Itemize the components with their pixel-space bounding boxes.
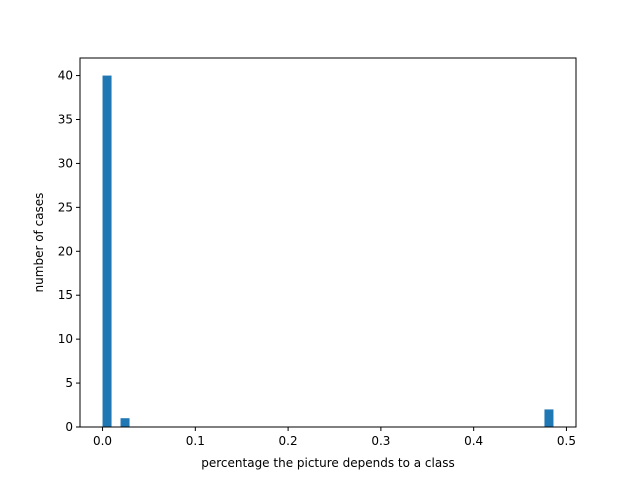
- y-tick-label: 0: [65, 420, 73, 434]
- x-tick-label: 0.5: [557, 434, 576, 448]
- x-tick-label: 0.0: [93, 434, 112, 448]
- x-tick-label: 0.3: [371, 434, 390, 448]
- x-axis-ticks: 0.0 0.1 0.2 0.3 0.4 0.5: [93, 427, 576, 448]
- y-tick-label: 30: [58, 156, 73, 170]
- histogram-bar-1: [120, 418, 130, 427]
- x-tick-label: 0.4: [464, 434, 483, 448]
- y-tick-label: 20: [58, 244, 73, 258]
- histogram-bar-2: [544, 409, 554, 427]
- x-axis-label: percentage the picture depends to a clas…: [201, 456, 454, 470]
- y-tick-label: 25: [58, 200, 73, 214]
- y-tick-label: 15: [58, 288, 73, 302]
- x-tick-label: 0.2: [279, 434, 298, 448]
- x-tick-label: 0.1: [186, 434, 205, 448]
- y-tick-label: 5: [65, 376, 73, 390]
- y-axis-ticks: 0 5 10 15 20 25 30 35 40: [58, 69, 80, 434]
- y-tick-label: 40: [58, 69, 73, 83]
- histogram-bar-0: [102, 75, 112, 428]
- bars-group: [102, 75, 554, 428]
- plot-frame: [79, 57, 577, 428]
- y-tick-label: 10: [58, 332, 73, 346]
- y-axis-label: number of cases: [32, 193, 46, 293]
- y-tick-label: 35: [58, 113, 73, 127]
